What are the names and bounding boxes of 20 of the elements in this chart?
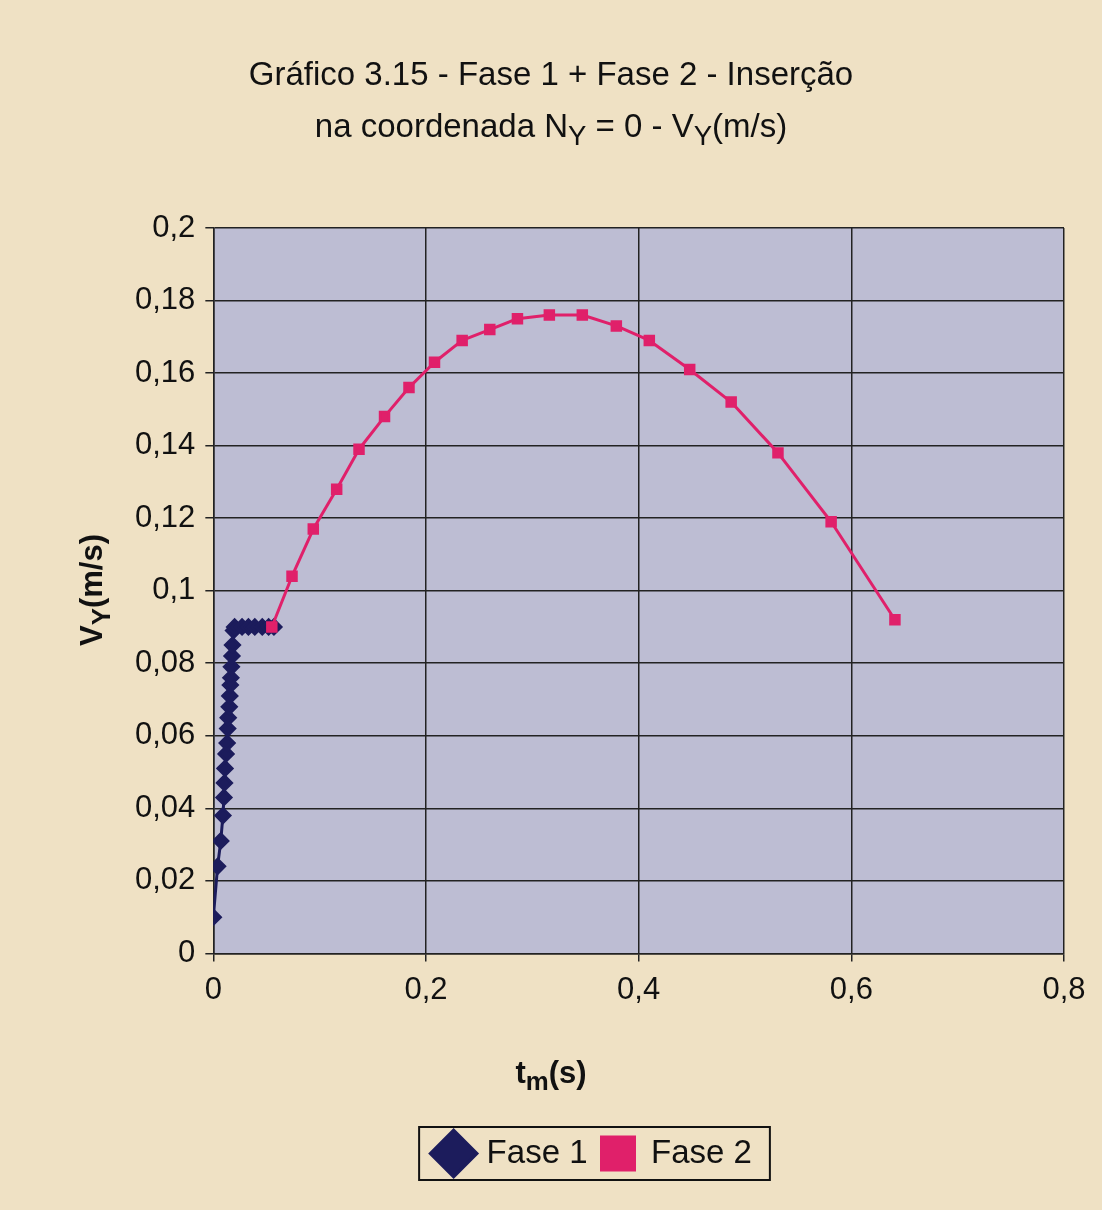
y-tick-label: 0,14 xyxy=(134,426,196,462)
x-tick-label: 0 xyxy=(204,970,222,1006)
x-tick-label: 0,8 xyxy=(1042,970,1086,1006)
legend-label: Fase 2 xyxy=(651,1132,752,1170)
legend-label: Fase 1 xyxy=(486,1132,588,1170)
chart-title: Gráfico 3.15 - Fase 1 + Fase 2 - Inserção na coordenada N$_{Y}$ = 0 - V$_{Y}$(m/s) xyxy=(247,54,855,153)
y-tick-label: 0,04 xyxy=(134,788,196,824)
y-tick-label: 0,08 xyxy=(134,643,196,679)
y-tick-label: 0,16 xyxy=(134,353,196,389)
y-tick-label: 0,2 xyxy=(152,208,196,244)
y-tick-label: 0,06 xyxy=(134,716,196,752)
x-axis-title: t$_{m}$(s) xyxy=(514,1055,588,1097)
y-tick-label: 0,12 xyxy=(134,498,196,534)
y-tick-label: 0,1 xyxy=(152,571,196,607)
x-tick-label: 0,4 xyxy=(617,970,661,1006)
x-tick-label: 0,2 xyxy=(404,970,448,1006)
y-tick-label: 0,02 xyxy=(134,861,196,897)
y-tick-label: 0,18 xyxy=(134,281,196,317)
x-tick-label: 0,6 xyxy=(829,970,873,1006)
y-tick-label: 0 xyxy=(178,933,196,969)
